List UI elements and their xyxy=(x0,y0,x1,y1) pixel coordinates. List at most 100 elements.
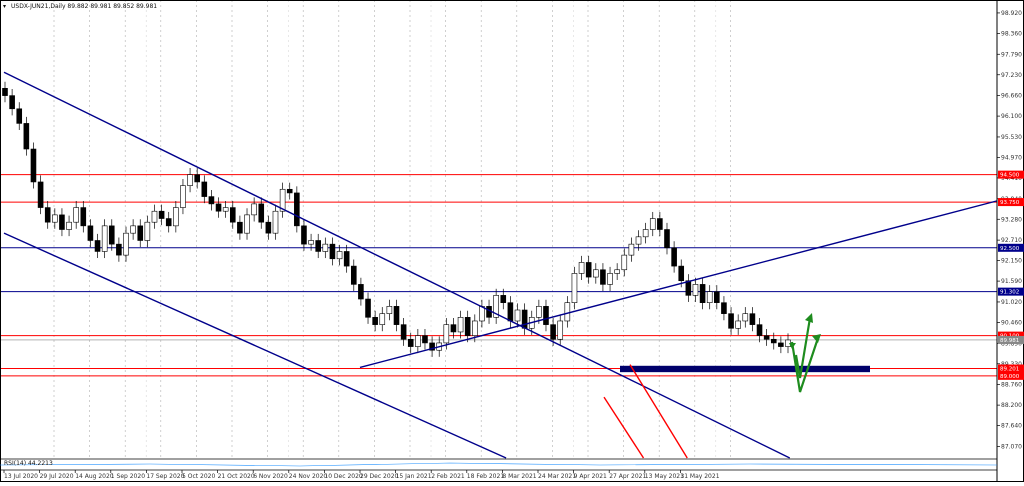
candle-body xyxy=(80,207,87,227)
x-tick-label: 21 Oct 2020 xyxy=(218,473,255,480)
y-tick-label: 95.530 xyxy=(1001,134,1022,141)
demand-zone-layer[interactable] xyxy=(620,365,870,373)
arrow-path-wide[interactable] xyxy=(790,337,820,393)
candle-body xyxy=(308,240,314,245)
candle-body xyxy=(123,232,129,256)
horizontal-levels[interactable] xyxy=(0,174,997,377)
candle-body xyxy=(66,221,72,230)
candle-body xyxy=(272,210,279,234)
candle-body xyxy=(649,218,656,230)
x-tick-label: 10 Dec 2020 xyxy=(324,473,363,480)
candle-body xyxy=(137,225,144,241)
candle-body xyxy=(229,207,236,223)
candle-body xyxy=(372,317,378,325)
x-tick-label: 24 Nov 2020 xyxy=(289,473,328,480)
trendline-red-channel-lower[interactable] xyxy=(603,396,645,459)
candle-body xyxy=(742,313,749,322)
forecast-arrows[interactable] xyxy=(789,313,821,393)
price-tag-92.500 xyxy=(998,243,1024,252)
candle-body xyxy=(244,214,250,234)
candle-body xyxy=(778,342,784,347)
candle-body xyxy=(165,218,172,227)
y-tick-label: 98.360 xyxy=(1001,30,1022,37)
grid xyxy=(53,0,731,458)
candle-body xyxy=(635,236,642,245)
candle-body xyxy=(770,338,777,344)
candle-body xyxy=(550,324,556,340)
arrow-head-left[interactable] xyxy=(805,313,813,323)
trendline-descending-channel-lower[interactable] xyxy=(3,232,507,459)
chart-menu-icon[interactable]: ▾ xyxy=(3,3,6,10)
candle-body xyxy=(400,324,407,340)
candle-body xyxy=(479,306,485,322)
candle-body xyxy=(215,203,222,212)
candle-body xyxy=(151,210,158,223)
candle-body xyxy=(251,203,257,216)
y-tick-label: 87.070 xyxy=(1001,443,1022,450)
candle-body xyxy=(329,243,336,260)
candle-body xyxy=(571,273,578,303)
candle-body xyxy=(294,192,300,227)
trendline-descending-channel-upper[interactable] xyxy=(3,71,791,459)
price-tag-label: 92.500 xyxy=(1000,246,1020,252)
candle-body xyxy=(756,324,763,336)
candle-body xyxy=(614,269,620,274)
candle-body xyxy=(94,240,101,252)
price-tag-label: 94.500 xyxy=(1000,173,1020,179)
candle-body xyxy=(557,320,564,340)
candle-body xyxy=(130,225,136,234)
trendlines[interactable] xyxy=(3,71,998,459)
arrow-head-right[interactable] xyxy=(812,334,821,343)
x-tick-label: 5 Oct 2020 xyxy=(182,473,215,480)
symbol-header: USDX-JUN21,Daily 89.882 89.981 89.852 89… xyxy=(11,3,157,10)
candle-body xyxy=(678,265,685,282)
candle-body xyxy=(514,309,521,322)
candle-body xyxy=(749,313,756,325)
price-tag-89.981 xyxy=(998,335,1024,344)
candle-body xyxy=(471,320,478,336)
candle-body xyxy=(87,225,94,241)
y-tick-label: 98.920 xyxy=(1001,10,1022,17)
candle-body xyxy=(585,262,592,278)
candle-body xyxy=(208,196,215,205)
y-tick-label: 92.150 xyxy=(1001,258,1022,265)
candle-body xyxy=(671,247,677,267)
candle-body xyxy=(607,273,613,285)
candle-body xyxy=(642,229,649,238)
y-tick-label: 89.330 xyxy=(1001,361,1022,368)
candle-body xyxy=(728,313,734,329)
candle-body xyxy=(350,265,357,285)
demand-zone-rect[interactable] xyxy=(620,365,870,373)
x-tick-label: 14 Aug 2020 xyxy=(75,473,114,480)
y-tick-label: 92.710 xyxy=(1001,237,1022,244)
candle-body xyxy=(322,243,329,252)
candle-body xyxy=(286,188,293,194)
candle-body xyxy=(358,284,364,300)
candle-body xyxy=(379,313,386,325)
candle-body xyxy=(500,295,507,303)
y-tick-label: 96.660 xyxy=(1001,93,1022,100)
trendline-red-channel-upper[interactable] xyxy=(629,364,688,459)
candle-body xyxy=(9,95,15,110)
candle-body xyxy=(59,214,65,230)
y-tick-label: 96.100 xyxy=(1001,113,1022,120)
arrow-tail[interactable] xyxy=(789,343,796,349)
candle-body xyxy=(493,295,499,318)
x-tick-label: 9 Apr 2021 xyxy=(574,473,607,480)
candle-body xyxy=(30,148,37,183)
candle-body xyxy=(194,174,200,183)
candle-body xyxy=(52,214,58,223)
arrow-path-narrow[interactable] xyxy=(794,317,812,379)
candle-body xyxy=(116,243,122,256)
y-tick-label: 91.020 xyxy=(1001,299,1022,306)
x-tick-label: 29 Dec 2020 xyxy=(360,473,399,480)
x-tick-label: 13 May 2021 xyxy=(645,473,684,480)
candle-body xyxy=(173,207,179,227)
candle-body xyxy=(415,335,421,347)
candle-body xyxy=(258,203,265,223)
trendline-ascending-support[interactable] xyxy=(359,200,998,369)
candle-body xyxy=(721,302,727,314)
candle-body xyxy=(180,185,186,208)
